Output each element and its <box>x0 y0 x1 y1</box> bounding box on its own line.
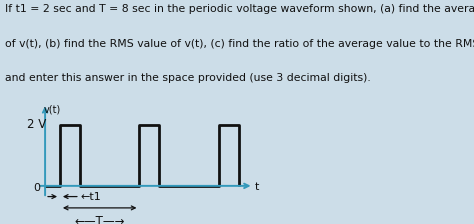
Text: ←t1: ←t1 <box>81 192 101 202</box>
Text: and enter this answer in the space provided (use 3 decimal digits).: and enter this answer in the space provi… <box>5 73 371 83</box>
Text: t: t <box>255 182 259 192</box>
Text: 0: 0 <box>33 183 40 193</box>
Text: ←—T—→: ←—T—→ <box>74 215 125 224</box>
Text: of v(t), (b) find the RMS value of v(t), (c) find the ratio of the average value: of v(t), (b) find the RMS value of v(t),… <box>5 39 474 49</box>
Text: If t1 = 2 sec and T = 8 sec in the periodic voltage waveform shown, (a) find the: If t1 = 2 sec and T = 8 sec in the perio… <box>5 4 474 15</box>
Text: 2 V: 2 V <box>27 118 46 131</box>
Text: v(t): v(t) <box>44 105 61 115</box>
